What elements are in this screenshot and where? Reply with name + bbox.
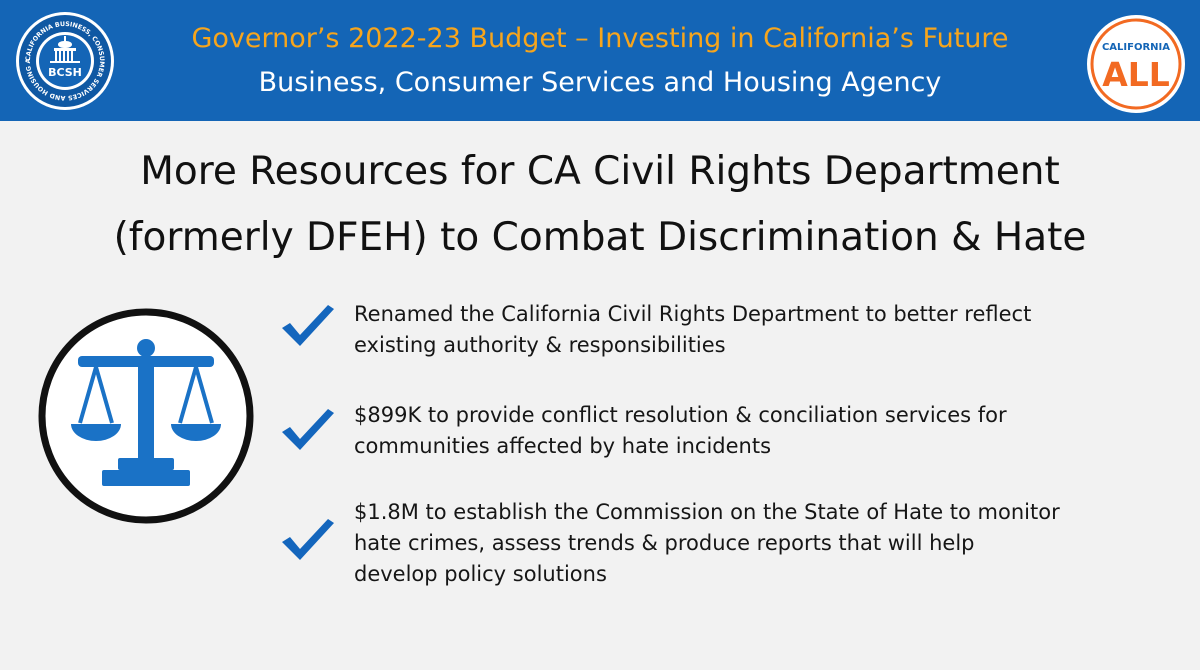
slide-title-line-2: (formerly DFEH) to Combat Discrimination… <box>113 215 1087 260</box>
bullet-line: hate crimes, assess trends & produce rep… <box>354 531 975 555</box>
slide-title-line-1: More Resources for CA Civil Rights Depar… <box>140 149 1060 194</box>
bullet-line: $899K to provide conflict resolution & c… <box>354 403 1007 427</box>
bullet-line: communities affected by hate incidents <box>354 434 772 458</box>
badge-main-text: ALL <box>1102 55 1170 94</box>
scales-of-justice-icon <box>38 308 254 524</box>
bullet-item-2: $899K to provide conflict resolution & c… <box>354 400 1174 462</box>
checkmark-icon <box>282 409 334 450</box>
bullet-line: develop policy solutions <box>354 562 607 586</box>
bcsh-seal-icon: CALIFORNIA BUSINESS, CONSUMER SERVICES A… <box>14 10 114 110</box>
header-subtitle: Business, Consumer Services and Housing … <box>258 67 942 98</box>
bullet-line: existing authority & responsibilities <box>354 333 726 357</box>
bullet-item-1: Renamed the California Civil Rights Depa… <box>354 299 1174 361</box>
california-for-all-icon: CALIFORNIA ALL <box>1087 15 1185 113</box>
badge-top-text: CALIFORNIA <box>1102 42 1170 53</box>
bullet-item-3: $1.8M to establish the Commission on the… <box>354 497 1174 590</box>
header-title: Governor’s 2022-23 Budget – Investing in… <box>191 23 1009 54</box>
bullet-line: $1.8M to establish the Commission on the… <box>354 500 1060 524</box>
bullet-line: Renamed the California Civil Rights Depa… <box>354 302 1032 326</box>
header-banner: CALIFORNIA BUSINESS, CONSUMER SERVICES A… <box>0 0 1200 121</box>
seal-abbreviation: BCSH <box>48 66 82 79</box>
checkmark-icon <box>282 305 334 346</box>
checkmark-icon <box>282 519 334 560</box>
